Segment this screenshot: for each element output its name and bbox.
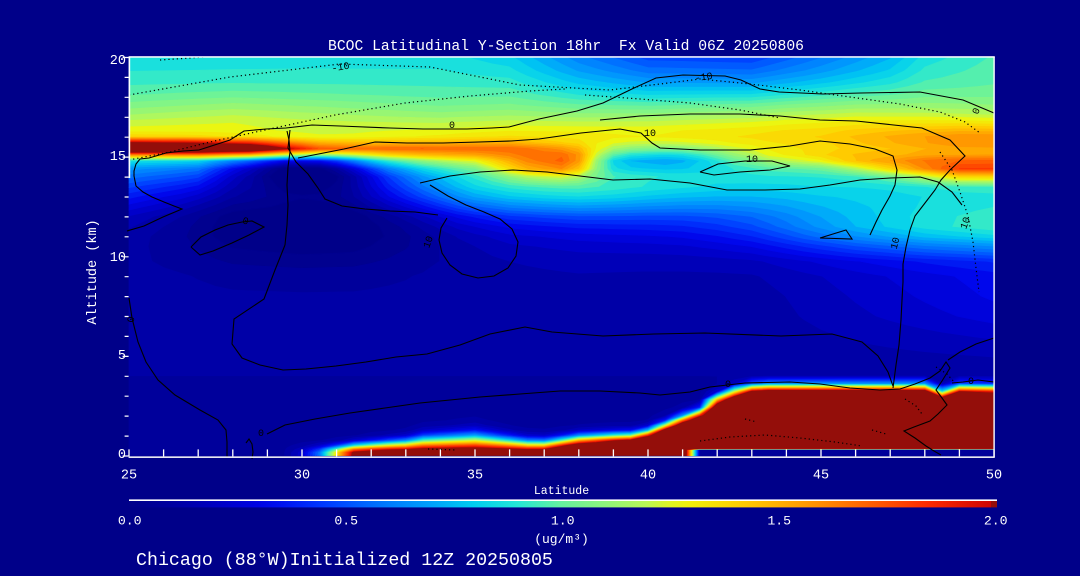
svg-text:0.5: 0.5 [334,514,358,529]
svg-text:10: 10 [746,155,758,166]
svg-text:0: 0 [449,121,455,132]
svg-text:0: 0 [725,380,731,391]
svg-text:0: 0 [127,316,139,324]
svg-text:15: 15 [110,150,126,165]
svg-text:-10: -10 [694,72,713,85]
svg-text:0: 0 [971,107,983,116]
svg-text:0: 0 [118,448,126,463]
svg-text:30: 30 [294,469,310,484]
svg-text:35: 35 [467,469,483,484]
svg-text:10: 10 [422,235,436,250]
svg-text:1.0: 1.0 [551,514,575,529]
svg-text:-10: -10 [331,62,351,76]
svg-text:10: 10 [644,129,656,140]
svg-text:2.0: 2.0 [984,514,1008,529]
svg-text:50: 50 [986,469,1002,484]
svg-text:Chicago (88°W)Initialized 12Z: Chicago (88°W)Initialized 12Z 20250805 [136,551,553,571]
svg-text:1.5: 1.5 [767,514,791,529]
svg-text:20: 20 [110,54,126,69]
svg-text:40: 40 [640,469,656,484]
svg-text:45: 45 [813,469,829,484]
svg-text:0: 0 [241,217,249,229]
svg-text:(ug/m³): (ug/m³) [534,532,589,547]
svg-text:0.0: 0.0 [118,514,142,529]
svg-text:Latitude: Latitude [534,485,589,498]
svg-text:10: 10 [110,251,126,266]
svg-text:0: 0 [968,377,974,388]
svg-text:5: 5 [118,349,126,364]
svg-text:0: 0 [258,429,264,440]
svg-text:Altitude (km): Altitude (km) [86,219,101,324]
svg-text:10: 10 [890,236,904,250]
svg-text:10: 10 [959,216,973,231]
svg-text:25: 25 [121,469,137,484]
svg-text:BCOC Latitudinal Y-Section 18h: BCOC Latitudinal Y-Section 18hr Fx Valid… [328,39,804,55]
